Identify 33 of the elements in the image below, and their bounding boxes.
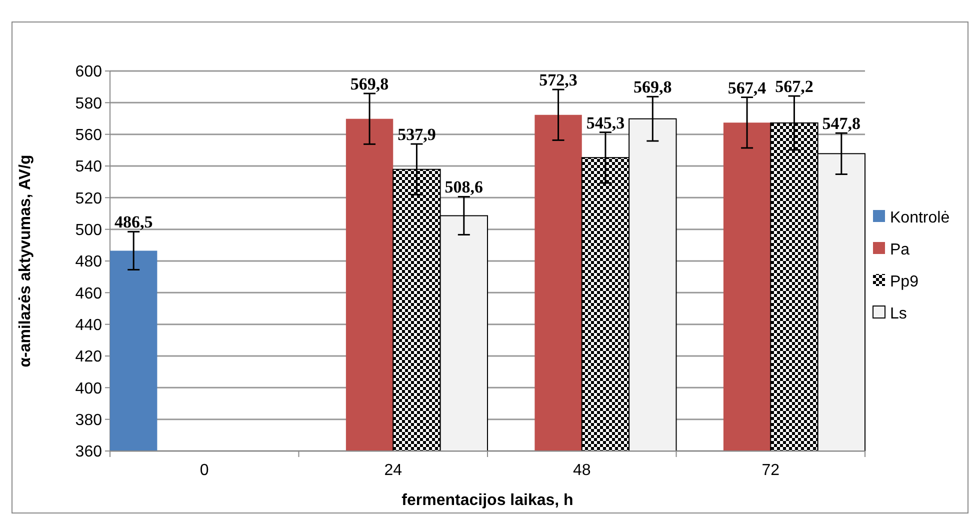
x-tick-label: 72 [762, 462, 780, 479]
data-label: 567,4 [728, 78, 767, 98]
y-tick-label: 420 [75, 348, 102, 366]
y-tick-label: 460 [75, 285, 102, 302]
x-tick-label: 24 [384, 462, 402, 479]
y-tick-label: 520 [75, 190, 102, 208]
x-tick-label: 0 [200, 462, 209, 479]
legend-label: Ls [890, 306, 907, 323]
y-tick-label: 400 [75, 380, 102, 398]
y-tick-label: 480 [75, 254, 102, 271]
y-tick-label: 580 [75, 95, 102, 112]
data-label: 572,3 [539, 70, 578, 90]
y-tick-label: 540 [75, 158, 102, 176]
data-label: 569,8 [634, 78, 672, 97]
y-tick-label: 360 [75, 444, 102, 461]
data-label: 547,8 [822, 114, 861, 134]
y-tick-label: 560 [75, 126, 102, 144]
data-label: 569,8 [350, 74, 389, 94]
legend-label: Kontrolė [890, 210, 950, 227]
legend-label: Pp9 [890, 274, 919, 291]
data-label: 537,9 [398, 124, 436, 144]
y-tick-label: 380 [75, 412, 102, 429]
x-tick-label: 48 [572, 462, 591, 479]
legend-label: Pa [890, 242, 910, 259]
y-tick-label: 600 [75, 64, 102, 81]
y-axis-title: α-amilazės aktyvumas, AV/g [17, 154, 34, 368]
x-axis-title: fermentacijos laikas, h [402, 492, 574, 509]
y-tick-label: 440 [75, 316, 102, 334]
data-label: 567,2 [775, 77, 814, 96]
data-label: 508,6 [444, 178, 484, 197]
y-tick-label: 500 [75, 222, 102, 239]
data-label: 486,5 [114, 212, 153, 232]
data-label: 545,3 [586, 113, 625, 132]
